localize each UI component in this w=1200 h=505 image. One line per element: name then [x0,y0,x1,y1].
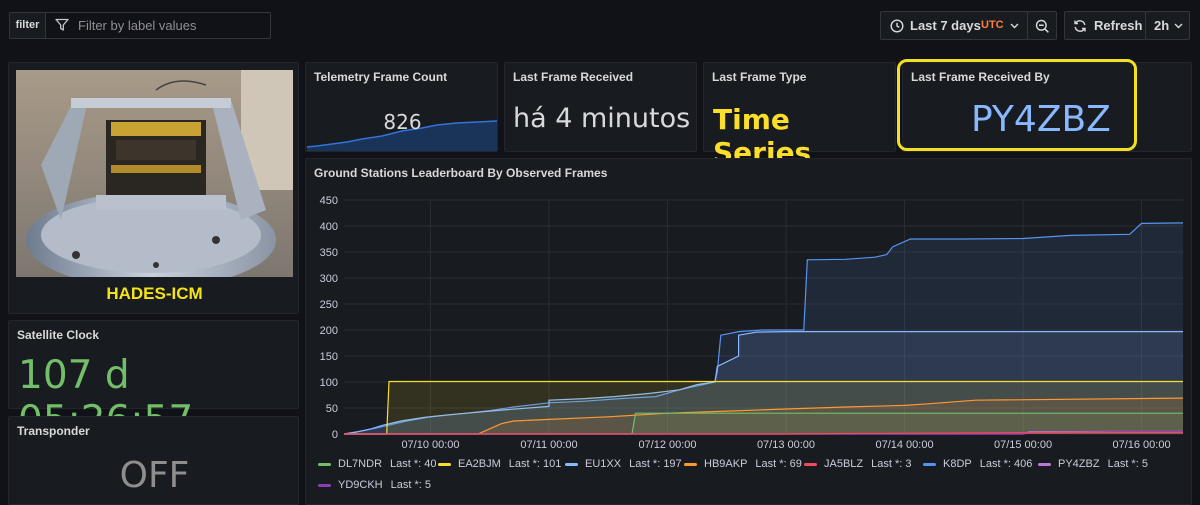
legend-swatch [438,462,451,466]
time-range-picker[interactable]: Last 7 days UTC [880,11,1028,40]
y-tick-label: 350 [320,247,338,259]
panel-title: Satellite Clock [17,328,100,342]
legend-item-ea2bjm[interactable]: EA2BJM Last *: 101 [438,458,561,470]
legend-last-value: Last *: 69 [755,458,802,470]
satellite-image-panel: HADES-ICM [8,62,299,314]
panel-title: Last Frame Received By [911,70,1050,84]
x-tick-label: 07/16 00:00 [1112,439,1170,450]
filter-input[interactable]: Filter by label values [45,12,271,39]
legend-swatch [1038,462,1051,466]
last-frame-type-panel: Last Frame Type Time Series [703,62,896,169]
series-area-eu1xx [344,331,1183,434]
x-tick-label: 07/15 00:00 [994,439,1052,450]
legend-item-dl7ndr[interactable]: DL7NDR Last *: 40 [318,458,437,470]
legend-series-name: JA5BLZ [824,458,864,470]
legend-swatch [684,462,697,466]
refresh-icon [1074,20,1086,32]
legend-last-value: Last *: 101 [508,458,562,470]
legend-swatch [318,462,331,466]
refresh-label: Refresh [1094,18,1143,33]
legend-series-name: PY4ZBZ [1058,458,1100,470]
series-area-ja5blz [344,432,1183,434]
legend-series-name: DL7NDR [338,458,383,470]
series-area-hb9akp [344,398,1183,434]
panel-title: Transponder [17,424,90,438]
legend-item-ja5blz[interactable]: JA5BLZ Last *: 3 [804,458,912,470]
timezone-badge: UTC [981,19,1004,31]
zoom-out-icon [1035,19,1049,33]
panel-title: Last Frame Type [712,70,807,84]
y-tick-label: 50 [326,403,338,415]
chevron-down-icon [1174,23,1183,29]
series-area-dl7ndr [344,413,1183,434]
transponder-value: OFF [119,455,190,496]
x-tick-label: 07/11 00:00 [520,439,577,450]
series-area-yd9ckh [344,431,1183,434]
telemetry-count-panel: Telemetry Frame Count 826 [305,62,498,152]
legend-last-value: Last *: 197 [629,458,682,470]
funnel-icon [55,18,69,31]
highlight-box [897,59,1137,151]
legend-last-value: Last *: 40 [390,458,437,470]
legend-item-py4zbz[interactable]: PY4ZBZ Last *: 5 [1038,458,1148,470]
y-tick-label: 300 [320,273,338,285]
x-tick-label: 07/10 00:00 [401,439,459,450]
panel-title: Last Frame Received [513,70,634,84]
chart-legend: DL7NDR Last *: 40 EA2BJM Last *: 101 EU1XX La… [306,455,1193,505]
legend-last-value: Last *: 3 [871,458,912,470]
series-line-ja5blz [344,431,1183,435]
y-tick-label: 200 [320,325,338,337]
legend-item-yd9ckh[interactable]: YD9CKH Last *: 5 [318,479,431,491]
legend-series-name: EA2BJM [458,458,501,470]
dashboard-toolbar: filter Filter by label values Last 7 day… [0,0,1200,52]
legend-series-name: YD9CKH [338,479,383,491]
legend-series-name: EU1XX [585,458,622,470]
last-frame-by-value: PY4ZBZ [971,99,1111,140]
legend-series-name: K8DP [943,458,972,470]
last-frame-received-value: há 4 minutos [513,103,691,134]
legend-item-k8dp[interactable]: K8DP Last *: 406 [923,458,1032,470]
zoom-out-button[interactable] [1027,11,1057,40]
satellite-clock-panel: Satellite Clock 107 d 05:26:57 [8,320,299,443]
leaderboard-chart-panel: Ground Stations Leaderboard By Observed … [305,158,1192,505]
y-tick-label: 150 [320,351,338,363]
chart-title: Ground Stations Leaderboard By Observed … [314,166,608,180]
legend-item-eu1xx[interactable]: EU1XX Last *: 197 [565,458,682,470]
legend-last-value: Last *: 5 [1107,458,1148,470]
y-tick-label: 0 [332,429,338,441]
refresh-interval-picker[interactable]: 2h [1145,11,1190,40]
leaderboard-chart[interactable]: 0 50 100 150 200 250 300 350 400 450 07/10 00:00 07… [306,185,1193,450]
y-tick-label: 100 [320,377,338,389]
series-line-eu1xx [343,331,1183,435]
y-tick-label: 450 [320,195,338,207]
y-tick-label: 400 [320,221,338,233]
panel-title: Telemetry Frame Count [314,70,448,84]
legend-last-value: Last *: 5 [390,479,431,491]
x-tick-label: 07/13 00:00 [757,439,815,450]
satellite-name: HADES-ICM [106,284,203,303]
last-frame-by-panel: Last Frame Received By PY4ZBZ [902,62,1192,152]
legend-series-name: HB9AKP [704,458,748,470]
filter-label: filter [9,12,45,39]
refresh-interval-label: 2h [1154,18,1170,33]
legend-item-hb9akp[interactable]: HB9AKP Last *: 69 [684,458,802,470]
legend-swatch [804,462,817,466]
legend-last-value: Last *: 406 [979,458,1033,470]
legend-swatch [923,462,936,466]
series-area-ea2bjm [344,381,1183,434]
y-tick-label: 250 [320,299,338,311]
x-tick-label: 07/14 00:00 [875,439,933,450]
chevron-down-icon [1010,23,1019,29]
x-tick-label: 07/12 00:00 [638,439,696,450]
last-frame-received-panel: Last Frame Received há 4 minutos [504,62,697,152]
legend-swatch [318,483,331,487]
transponder-panel: Transponder OFF [8,416,299,505]
refresh-button[interactable]: Refresh [1064,11,1146,40]
legend-swatch [565,462,578,466]
time-range-label: Last 7 days [910,18,981,33]
satellite-photo [16,70,293,277]
telemetry-count-value: 826 [383,110,422,134]
clock-icon [890,19,904,33]
telemetry-sparkline [307,120,497,151]
